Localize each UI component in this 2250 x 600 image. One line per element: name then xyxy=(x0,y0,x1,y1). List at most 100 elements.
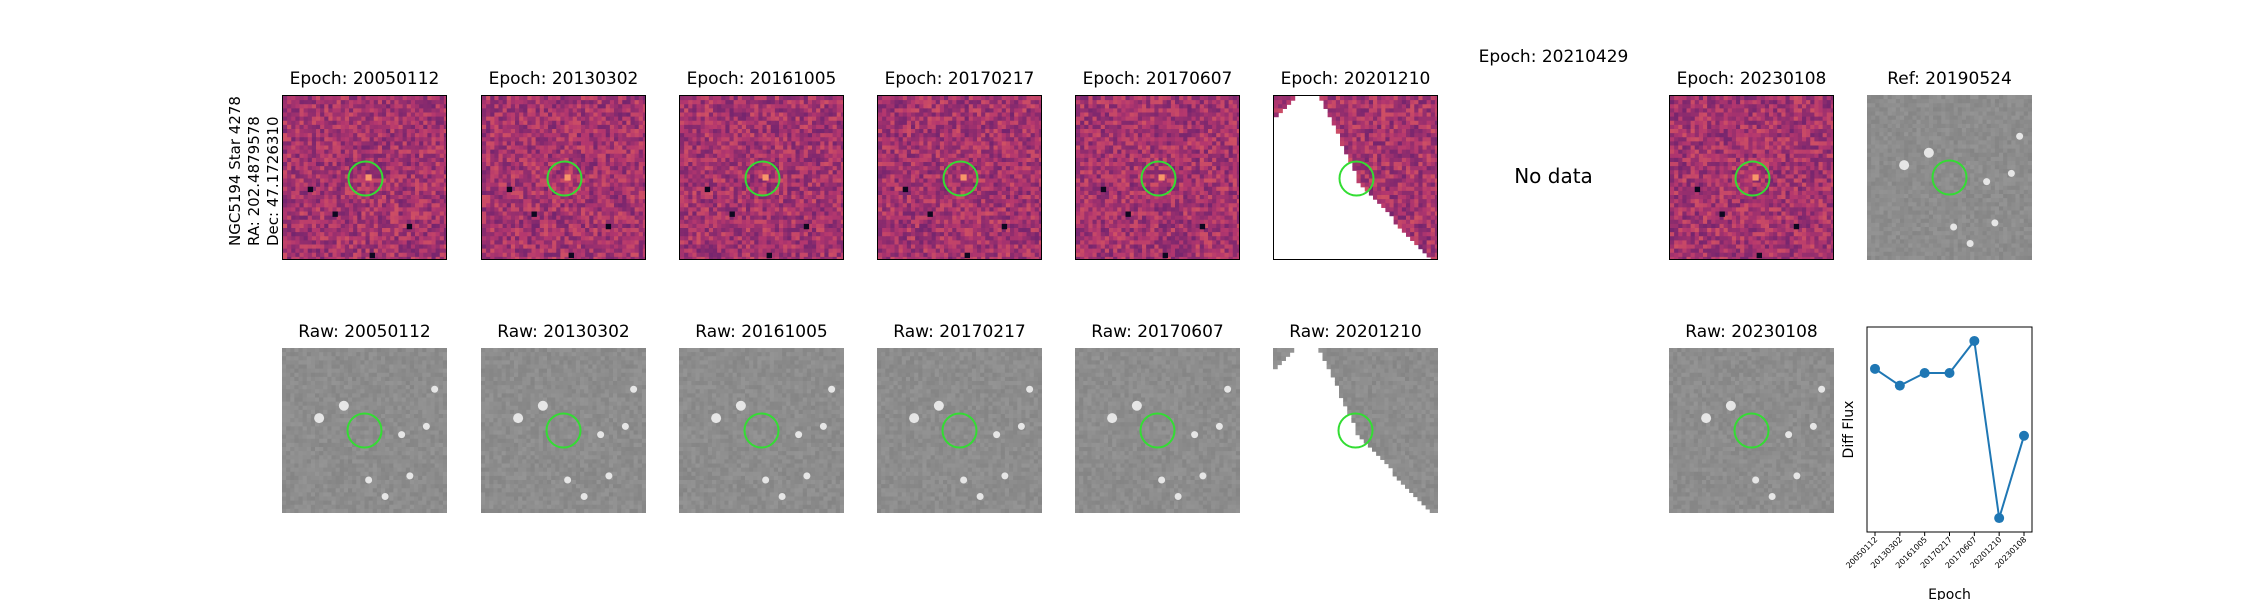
image-pixel xyxy=(708,211,714,217)
image-pixel xyxy=(642,256,645,259)
image-pixel xyxy=(762,215,768,221)
image-pixel xyxy=(696,124,702,130)
image-pixel xyxy=(382,108,387,114)
image-pixel xyxy=(626,178,632,184)
image-pixel xyxy=(820,153,825,159)
image-pixel xyxy=(568,116,574,122)
image-pixel xyxy=(832,129,838,134)
image-pixel xyxy=(758,228,764,233)
image-pixel xyxy=(762,104,768,109)
image-pixel xyxy=(287,145,292,151)
image-pixel xyxy=(911,104,916,109)
image-pixel xyxy=(427,166,433,171)
image-pixel xyxy=(443,170,446,175)
image-pixel xyxy=(402,108,408,114)
image-pixel xyxy=(779,100,784,105)
image-pixel xyxy=(614,248,619,254)
image-pixel xyxy=(915,104,920,109)
image-pixel xyxy=(713,100,718,105)
image-pixel xyxy=(779,195,784,200)
image-pixel xyxy=(299,211,305,217)
image-pixel xyxy=(531,137,537,142)
image-pixel xyxy=(626,153,632,159)
target-circle-marker xyxy=(546,160,583,197)
image-pixel xyxy=(299,104,305,109)
image-pixel xyxy=(721,96,726,101)
image-pixel xyxy=(581,108,586,114)
image-pixel xyxy=(373,178,379,184)
image-pixel xyxy=(523,157,528,163)
image-pixel xyxy=(1034,100,1040,105)
image-pixel xyxy=(328,182,334,188)
image-pixel xyxy=(618,162,623,167)
image-pixel xyxy=(482,141,487,147)
image-pixel xyxy=(717,240,722,246)
image-pixel xyxy=(688,252,693,258)
image-pixel xyxy=(688,104,693,109)
image-pixel xyxy=(527,228,533,233)
image-pixel xyxy=(398,166,404,171)
image-pixel xyxy=(642,170,645,175)
image-pixel xyxy=(332,137,338,142)
image-pixel xyxy=(642,116,645,122)
image-pixel xyxy=(688,219,693,225)
image-pixel xyxy=(361,133,367,138)
image-pixel xyxy=(779,133,784,138)
image-pixel xyxy=(353,207,358,213)
image-pixel xyxy=(427,116,433,122)
image-pixel xyxy=(894,104,900,109)
image-pixel xyxy=(382,120,387,126)
image-pixel xyxy=(303,133,309,138)
image-pixel xyxy=(700,228,706,233)
image-pixel xyxy=(717,186,722,192)
image-pixel xyxy=(758,199,764,204)
image-pixel xyxy=(828,203,834,208)
image-pixel xyxy=(527,120,533,126)
image-pixel xyxy=(774,96,780,101)
image-pixel xyxy=(523,236,528,241)
image-pixel xyxy=(332,244,338,250)
image-pixel xyxy=(774,174,780,180)
image-pixel xyxy=(609,232,615,237)
image-pixel xyxy=(684,248,689,254)
image-pixel xyxy=(502,248,508,254)
image-pixel xyxy=(618,166,623,171)
image-pixel xyxy=(369,145,375,151)
image-pixel xyxy=(486,104,491,109)
image-pixel xyxy=(439,96,445,101)
image-pixel xyxy=(398,153,404,159)
dark-residual xyxy=(531,211,537,217)
image-pixel xyxy=(626,256,632,259)
image-pixel xyxy=(882,104,887,109)
image-pixel xyxy=(642,190,645,196)
image-pixel xyxy=(443,219,446,225)
image-pixel xyxy=(336,149,342,155)
image-pixel xyxy=(303,236,309,241)
image-pixel xyxy=(510,195,516,200)
image-pixel xyxy=(402,133,408,138)
image-pixel xyxy=(340,252,346,258)
image-pixel xyxy=(486,199,491,204)
image-pixel xyxy=(787,199,792,204)
image-pixel xyxy=(519,149,524,155)
image-pixel xyxy=(828,240,834,246)
image-pixel xyxy=(597,129,603,134)
image-pixel xyxy=(906,104,912,109)
image-pixel xyxy=(494,190,500,196)
image-pixel xyxy=(568,112,574,118)
image-pixel xyxy=(642,182,645,188)
image-pixel xyxy=(787,186,792,192)
image-pixel xyxy=(548,178,553,184)
image-pixel xyxy=(390,174,395,180)
image-pixel xyxy=(382,236,387,241)
image-pixel xyxy=(708,149,714,155)
image-pixel xyxy=(332,228,338,233)
image-pixel xyxy=(828,96,834,101)
image-pixel xyxy=(486,232,491,237)
image-pixel xyxy=(510,100,516,105)
image-pixel xyxy=(820,108,825,114)
image-pixel xyxy=(733,133,739,138)
image-pixel xyxy=(365,124,371,130)
image-pixel xyxy=(750,157,755,163)
image-pixel xyxy=(593,203,599,208)
